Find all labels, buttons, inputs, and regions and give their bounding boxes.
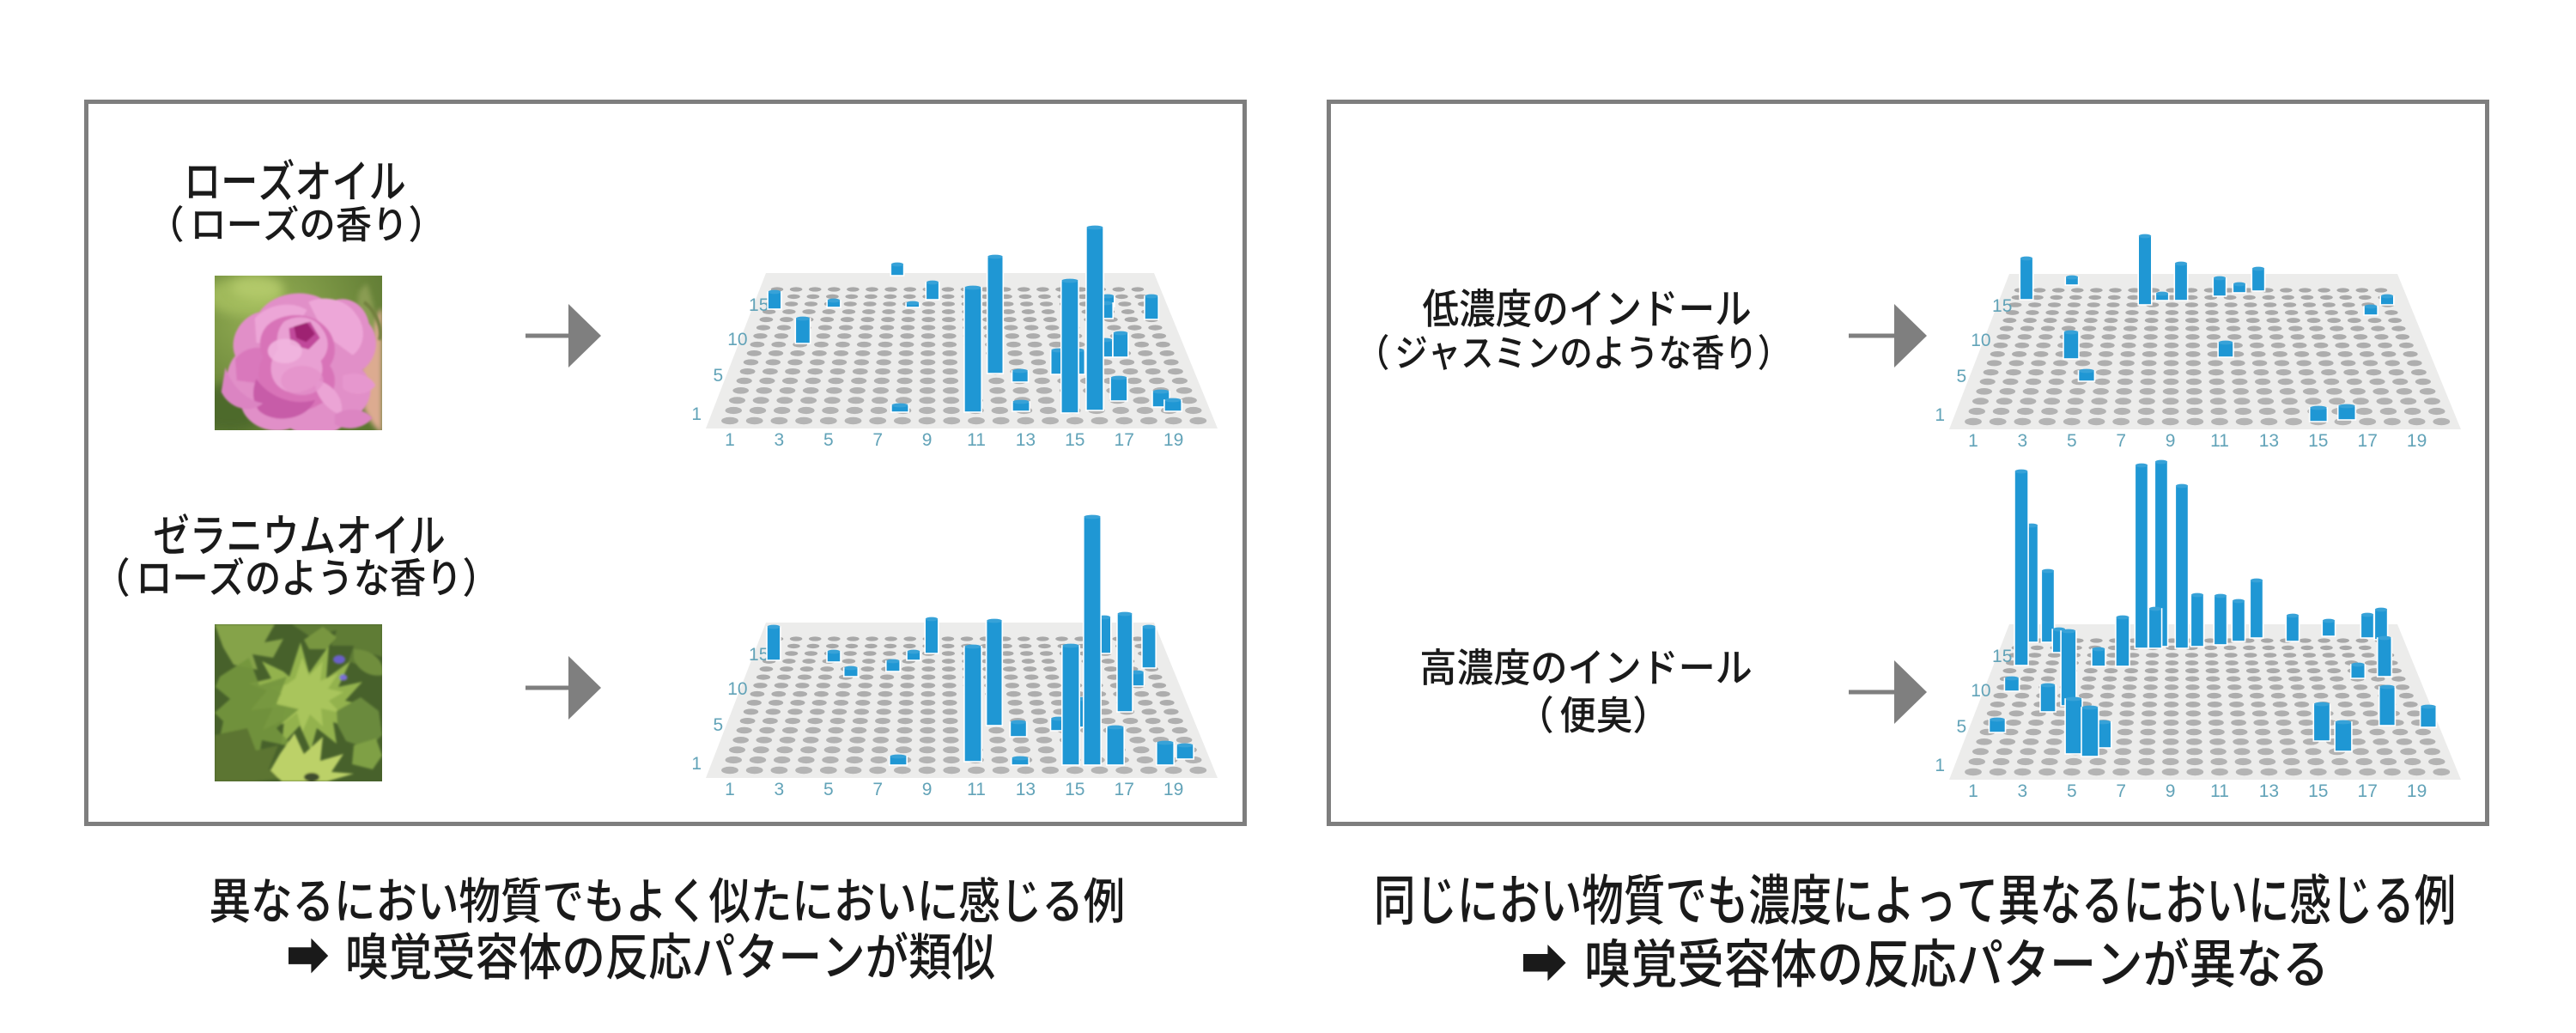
svg-text:10: 10 [1971, 681, 1990, 701]
svg-text:10: 10 [1971, 331, 1990, 350]
svg-text:15: 15 [1992, 296, 2012, 316]
svg-text:15: 15 [749, 645, 769, 665]
svg-text:5: 5 [1957, 717, 1967, 737]
svg-text:15: 15 [1065, 780, 1084, 799]
svg-text:5: 5 [714, 366, 724, 386]
svg-text:15: 15 [1065, 430, 1084, 450]
svg-text:1: 1 [1968, 431, 1978, 451]
svg-text:3: 3 [775, 780, 785, 799]
svg-text:19: 19 [2407, 431, 2427, 451]
svg-text:1: 1 [1935, 756, 1945, 775]
svg-text:10: 10 [727, 679, 747, 699]
svg-text:5: 5 [823, 780, 834, 799]
svg-text:13: 13 [2259, 781, 2279, 801]
svg-text:13: 13 [1016, 780, 1036, 799]
svg-text:9: 9 [2166, 431, 2176, 451]
svg-text:11: 11 [967, 430, 986, 450]
svg-text:11: 11 [2210, 781, 2229, 801]
svg-text:9: 9 [922, 430, 933, 450]
svg-text:1: 1 [725, 430, 735, 450]
svg-text:1: 1 [1935, 405, 1945, 425]
svg-text:3: 3 [2018, 431, 2028, 451]
svg-text:10: 10 [727, 330, 747, 349]
svg-text:15: 15 [2308, 431, 2328, 451]
svg-text:7: 7 [872, 430, 883, 450]
svg-text:15: 15 [749, 295, 769, 315]
svg-text:3: 3 [775, 430, 785, 450]
svg-text:5: 5 [1957, 367, 1967, 386]
svg-text:7: 7 [2116, 781, 2126, 801]
svg-text:13: 13 [1016, 430, 1036, 450]
svg-text:17: 17 [1115, 780, 1134, 799]
svg-text:5: 5 [823, 430, 834, 450]
svg-text:11: 11 [967, 780, 986, 799]
svg-text:19: 19 [2407, 781, 2427, 801]
svg-text:1: 1 [725, 780, 735, 799]
svg-text:1: 1 [691, 754, 702, 774]
svg-text:1: 1 [1968, 781, 1978, 801]
svg-text:19: 19 [1163, 780, 1183, 799]
svg-text:13: 13 [2259, 431, 2279, 451]
svg-text:7: 7 [2116, 431, 2126, 451]
svg-text:17: 17 [1115, 430, 1134, 450]
svg-text:9: 9 [922, 780, 933, 799]
svg-text:9: 9 [2166, 781, 2176, 801]
svg-text:1: 1 [691, 404, 702, 424]
svg-text:5: 5 [2067, 781, 2077, 801]
svg-text:7: 7 [872, 780, 883, 799]
svg-text:5: 5 [2067, 431, 2077, 451]
svg-text:5: 5 [714, 715, 724, 735]
svg-text:19: 19 [1163, 430, 1183, 450]
svg-text:15: 15 [1992, 647, 2012, 666]
svg-text:3: 3 [2018, 781, 2028, 801]
svg-text:15: 15 [2308, 781, 2328, 801]
svg-text:17: 17 [2358, 781, 2378, 801]
svg-text:11: 11 [2210, 431, 2229, 451]
svg-text:17: 17 [2358, 431, 2378, 451]
